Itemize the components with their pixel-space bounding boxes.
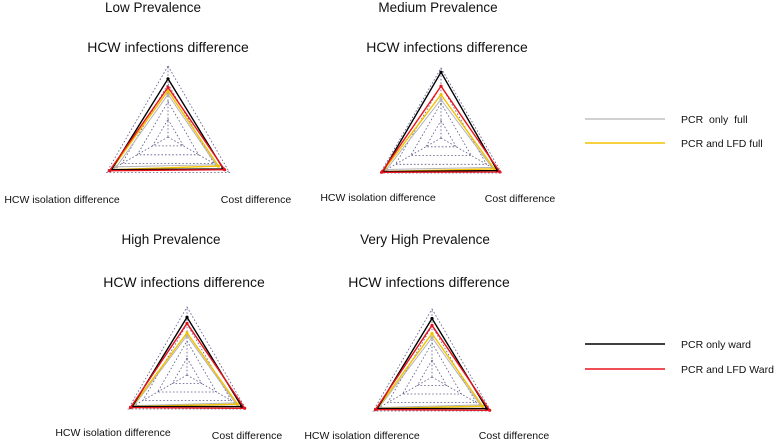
grid-triangle bbox=[127, 306, 247, 410]
data-point bbox=[166, 85, 170, 89]
legend-label: PCR only ward bbox=[681, 339, 751, 351]
grid-triangle bbox=[410, 102, 472, 156]
data-point bbox=[439, 97, 443, 102]
series-polygon bbox=[375, 332, 484, 410]
grid-triangle bbox=[416, 359, 448, 386]
series-polygon bbox=[132, 334, 237, 407]
series-polygon bbox=[130, 331, 239, 408]
grid-triangle bbox=[401, 342, 463, 395]
axis-label-hcw-infections: HCW infections difference bbox=[87, 39, 249, 55]
grid-triangle bbox=[171, 357, 203, 384]
grid-spoke bbox=[127, 374, 188, 410]
axis-label-cost: Cost difference bbox=[479, 430, 550, 441]
grid-triangle bbox=[379, 67, 503, 174]
axis-label-cost: Cost difference bbox=[485, 193, 556, 205]
axis-label-hcw-isolation: HCW isolation difference bbox=[304, 430, 420, 441]
axis-label-hcw-isolation: HCW isolation difference bbox=[55, 427, 171, 439]
data-point bbox=[430, 323, 434, 327]
axis-label-hcw-isolation: HCW isolation difference bbox=[4, 194, 120, 206]
series-polygon bbox=[130, 315, 244, 408]
data-point bbox=[185, 321, 189, 325]
radar-plot-high-prevalence bbox=[127, 306, 247, 410]
data-point bbox=[128, 406, 133, 410]
data-point bbox=[430, 336, 434, 340]
data-point bbox=[380, 170, 384, 174]
series-polygon bbox=[377, 336, 482, 409]
axis-label-cost: Cost difference bbox=[212, 430, 283, 441]
data-point bbox=[430, 316, 434, 321]
grid-triangle bbox=[156, 340, 218, 393]
grid-triangle bbox=[136, 100, 200, 156]
panel-medium-prevalence: Medium Prevalence HCW infections differe… bbox=[320, 0, 555, 205]
data-point bbox=[498, 170, 502, 174]
grid-triangle bbox=[151, 118, 185, 147]
panel-title: High Prevalence bbox=[121, 232, 220, 247]
grid-spoke bbox=[372, 376, 433, 412]
panel-title: Very High Prevalence bbox=[360, 232, 490, 247]
data-point bbox=[439, 93, 443, 97]
panel-title: Low Prevalence bbox=[105, 0, 201, 15]
data-point bbox=[488, 408, 492, 412]
axis-label-hcw-infections: HCW infections difference bbox=[348, 274, 510, 290]
series-polygon bbox=[375, 317, 489, 410]
data-point bbox=[373, 408, 378, 412]
axis-label-hcw-infections: HCW infections difference bbox=[366, 39, 528, 55]
legend-full: PCR only full PCR and LFD full bbox=[585, 114, 763, 150]
grid-triangle bbox=[425, 119, 457, 148]
radar-plot-low-prevalence bbox=[105, 65, 231, 173]
series-polygon bbox=[381, 70, 499, 173]
axis-label-cost: Cost difference bbox=[221, 194, 292, 206]
series-polygon bbox=[129, 322, 247, 410]
data-point bbox=[243, 406, 247, 410]
data-point bbox=[216, 164, 220, 168]
legend-label: PCR and LFD full bbox=[681, 138, 763, 150]
series-polygon bbox=[374, 324, 492, 412]
panel-low-prevalence: Low Prevalence HCW infections difference… bbox=[4, 0, 291, 206]
data-point bbox=[108, 169, 112, 173]
data-point bbox=[430, 331, 434, 336]
axis-label-hcw-infections: HCW infections difference bbox=[103, 274, 265, 290]
grid-spoke bbox=[186, 374, 247, 410]
data-point bbox=[166, 77, 170, 81]
series-polygon bbox=[115, 93, 217, 168]
panel-very-high-prevalence: Very High Prevalence HCW infections diff… bbox=[304, 232, 549, 441]
data-point bbox=[439, 84, 443, 88]
panel-high-prevalence: High Prevalence HCW infections differenc… bbox=[55, 232, 282, 441]
grid-triangle bbox=[105, 65, 231, 173]
data-point bbox=[223, 168, 227, 172]
grid-spoke bbox=[431, 376, 492, 412]
legend-label: PCR and LFD Ward bbox=[681, 364, 774, 376]
grid-triangle bbox=[372, 308, 492, 412]
data-point bbox=[166, 92, 170, 96]
grid-spoke bbox=[380, 137, 442, 174]
data-point bbox=[166, 89, 170, 93]
series-polygon bbox=[108, 86, 226, 172]
panel-title: Medium Prevalence bbox=[378, 0, 497, 15]
legend-label: PCR only full bbox=[681, 114, 748, 126]
data-point bbox=[114, 165, 118, 169]
radar-plot-medium-prevalence bbox=[379, 67, 503, 174]
axis-label-hcw-isolation: HCW isolation difference bbox=[320, 192, 436, 204]
data-point bbox=[185, 315, 189, 319]
series-polygon bbox=[381, 93, 496, 173]
radar-plot-very-high-prevalence bbox=[372, 308, 492, 412]
series-polygon bbox=[385, 98, 493, 171]
series-polygon bbox=[380, 84, 502, 174]
series-polygon bbox=[110, 89, 220, 171]
data-point bbox=[481, 404, 485, 408]
data-point bbox=[492, 167, 496, 171]
series-polygon bbox=[110, 77, 225, 171]
data-point bbox=[439, 70, 443, 74]
data-point bbox=[185, 331, 189, 335]
data-point bbox=[236, 402, 240, 406]
legend-ward: PCR only ward PCR and LFD Ward bbox=[585, 339, 774, 376]
